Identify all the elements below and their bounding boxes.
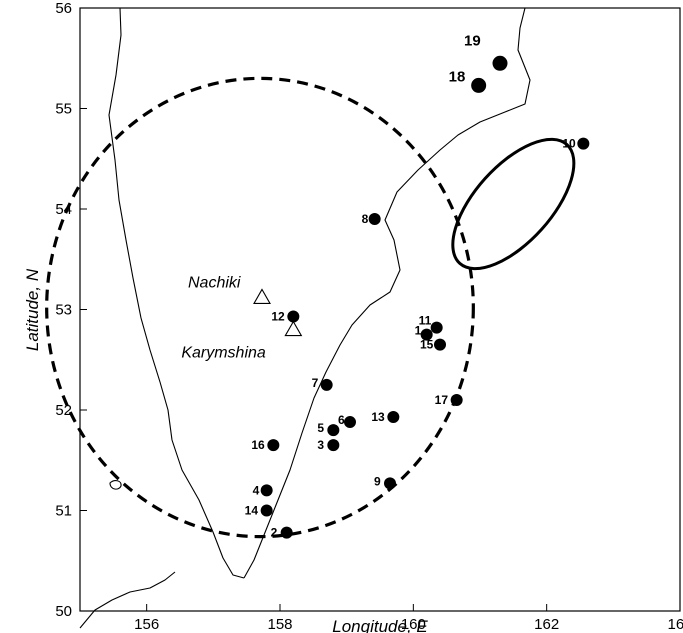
plot-area: 15615816016216450515253545556 NachikiKar… [45, 0, 683, 633]
event-marker [387, 411, 400, 424]
event-marker [434, 338, 446, 351]
coastline-islet [109, 480, 122, 490]
event-label: 11 [419, 314, 432, 328]
event-marker [327, 424, 340, 437]
event-label: 2 [271, 526, 278, 540]
event-label: 15 [420, 338, 434, 352]
coastline [79, 7, 531, 629]
coastline-west [108, 7, 245, 579]
event-marker [368, 213, 381, 226]
dashed-circle-region [45, 76, 475, 539]
event-label: 9 [374, 474, 381, 488]
y-tick-label: 56 [55, 0, 72, 17]
event-marker [492, 55, 508, 71]
event-label: 14 [245, 504, 259, 518]
station-label: Karymshina [181, 345, 266, 362]
event-marker [450, 393, 463, 406]
y-tick-label: 50 [55, 603, 72, 620]
solid-ellipse-region [451, 137, 576, 271]
event-label: 17 [435, 393, 449, 407]
event-label: 8 [362, 212, 369, 226]
event-label: 12 [271, 310, 285, 324]
station-marker [284, 320, 303, 337]
event-marker [280, 526, 293, 539]
x-tick-label: 156 [134, 616, 159, 633]
x-tick-label: 162 [534, 616, 559, 633]
event-marker [384, 477, 396, 490]
coastline-south-island [79, 571, 176, 629]
y-tick-label: 52 [55, 402, 72, 419]
event-label: 13 [371, 410, 385, 424]
y-tick-label: 51 [55, 503, 72, 520]
x-tick-label: 158 [267, 616, 292, 633]
event-label: 6 [338, 413, 345, 427]
event-marker [327, 439, 340, 452]
event-marker [267, 439, 280, 452]
event-marker [320, 378, 333, 391]
event-marker [577, 137, 590, 150]
event-label: 18 [449, 68, 466, 85]
event-marker [260, 504, 273, 517]
event-marker [260, 484, 273, 497]
event-label: 16 [251, 438, 265, 452]
axis-ticks: 15615816016216450515253545556 [55, 0, 683, 633]
event-label: 10 [562, 137, 576, 151]
station-label: Nachiki [188, 274, 241, 291]
x-tick-label: 160 [401, 616, 426, 633]
event-marker [471, 77, 487, 93]
plot-frame [79, 7, 681, 612]
events: 2 3 4 56 7 8 9 10 11 12 13 14 15 16 17 18 19 1 [245, 32, 590, 540]
y-tick-label: 55 [55, 101, 72, 118]
y-tick-label: 53 [55, 302, 72, 319]
event-marker [287, 310, 300, 323]
event-label: 5 [317, 421, 324, 435]
event-label: 3 [317, 438, 324, 452]
event-marker [344, 416, 356, 429]
x-axis-title: Longitude, E [332, 617, 428, 633]
station-marker [253, 288, 271, 304]
event-label: 4 [253, 483, 260, 497]
event-label: 7 [312, 376, 319, 390]
event-label: 19 [464, 32, 481, 49]
x-tick-label: 164 [667, 616, 683, 633]
event-label: 1 [415, 324, 422, 338]
stations: Nachiki Karymshina [181, 274, 303, 362]
y-axis-title: Latitude, N [23, 268, 42, 351]
event-marker [420, 328, 433, 341]
coastline-east [243, 7, 531, 579]
event-marker [430, 321, 443, 334]
